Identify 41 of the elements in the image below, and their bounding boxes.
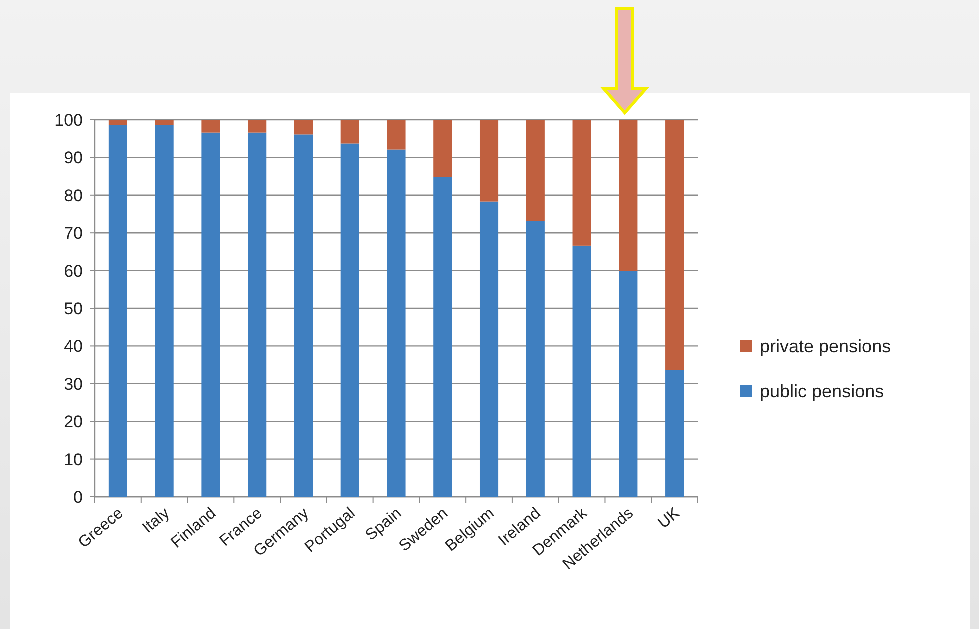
bar — [572, 246, 592, 497]
bar — [340, 144, 360, 497]
y-tick-label: 0 — [74, 488, 83, 507]
y-tick-label: 20 — [64, 412, 83, 432]
bar — [434, 120, 452, 178]
bar — [108, 120, 128, 126]
bar — [387, 150, 406, 497]
bar — [526, 221, 545, 497]
bar — [248, 132, 267, 497]
bar — [340, 120, 360, 144]
legend-label: public pensions — [760, 381, 884, 402]
bar — [294, 134, 314, 497]
bar — [202, 132, 220, 497]
x-tick-label: Italy — [140, 505, 174, 537]
bar — [666, 370, 684, 497]
bar — [526, 120, 545, 222]
bar — [619, 271, 638, 497]
bar — [155, 120, 174, 126]
bar — [202, 120, 220, 133]
bar — [480, 120, 499, 202]
y-tick-label: 40 — [64, 337, 83, 356]
bar — [387, 120, 406, 150]
bar — [666, 120, 684, 370]
y-tick-label: 100 — [54, 110, 83, 130]
y-tick-label: 90 — [64, 148, 83, 168]
bar — [248, 120, 267, 133]
bar — [572, 120, 592, 246]
bar — [434, 177, 452, 497]
y-tick-label: 10 — [64, 450, 83, 470]
bar — [294, 120, 314, 135]
y-tick-label: 30 — [64, 374, 83, 394]
bar — [619, 120, 638, 272]
y-tick-label: 60 — [64, 262, 83, 281]
bar — [108, 125, 128, 497]
bar — [480, 202, 499, 497]
x-tick-label: UK — [655, 504, 684, 532]
y-tick-label: 80 — [64, 186, 83, 206]
y-tick-label: 50 — [64, 299, 83, 318]
legend-label: private pensions — [760, 336, 892, 356]
y-tick-label: 70 — [64, 224, 83, 244]
bar — [155, 125, 174, 497]
